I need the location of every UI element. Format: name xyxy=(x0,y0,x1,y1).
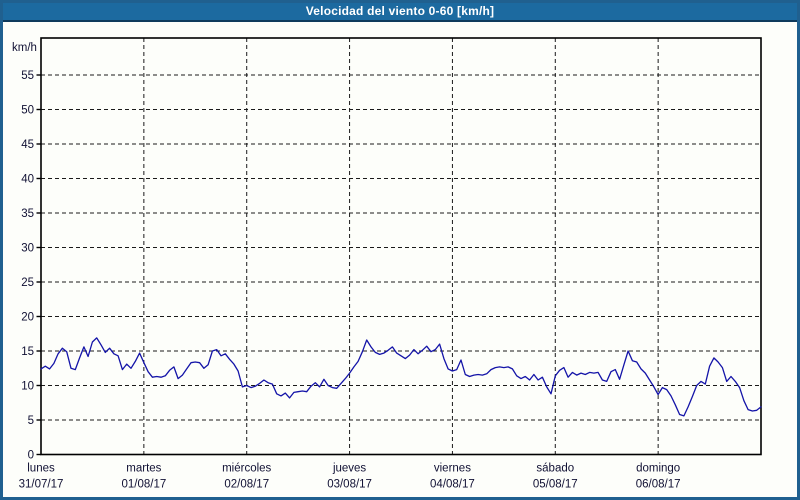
x-day-date-label: 04/08/17 xyxy=(430,479,475,491)
y-tick-label: 55 xyxy=(21,70,34,82)
y-tick-label: 35 xyxy=(21,208,34,220)
window-title: Velocidad del viento 0-60 [km/h] xyxy=(305,4,495,18)
plot-border xyxy=(40,37,762,456)
x-day-name-label: domingo xyxy=(636,463,680,475)
y-tick-label: 5 xyxy=(28,415,34,427)
x-day-name-label: sábado xyxy=(536,463,574,475)
x-day-name-label: lunes xyxy=(27,463,55,475)
y-tick-label: 25 xyxy=(21,277,34,289)
x-day-name-label: jueves xyxy=(332,463,366,475)
wind-speed-chart: 0 5 10 15 20 25 30 35 40 45 50 55 km/h lunes 31/07/17 m… xyxy=(12,37,762,491)
y-tick-label: 50 xyxy=(21,105,34,117)
y-tick-label: 40 xyxy=(21,174,34,186)
y-tick-label: 15 xyxy=(21,346,34,358)
title-bar: Velocidad del viento 0-60 [km/h] xyxy=(3,3,797,22)
x-day-name-label: viernes xyxy=(434,463,471,475)
x-day-date-label: 06/08/17 xyxy=(636,479,681,491)
y-axis-unit-label: km/h xyxy=(12,42,37,54)
x-day-date-label: 03/08/17 xyxy=(327,479,372,491)
chart-area: 0 5 10 15 20 25 30 35 40 45 50 55 km/h lunes 31/07/17 m… xyxy=(3,22,797,497)
x-day-name-label: martes xyxy=(126,463,161,475)
y-tick-label: 20 xyxy=(21,312,34,324)
x-day-name-label: miércoles xyxy=(222,463,271,475)
x-day-date-label: 02/08/17 xyxy=(224,479,269,491)
y-tick-label: 10 xyxy=(21,381,34,393)
x-day-date-label: 05/08/17 xyxy=(533,479,578,491)
y-tick-label: 45 xyxy=(21,139,34,151)
wind-speed-line xyxy=(40,337,762,417)
y-tick-label: 30 xyxy=(21,243,34,255)
x-day-date-label: 01/08/17 xyxy=(121,479,166,491)
y-tick-label: 0 xyxy=(28,450,34,462)
x-day-date-label: 31/07/17 xyxy=(19,479,64,491)
